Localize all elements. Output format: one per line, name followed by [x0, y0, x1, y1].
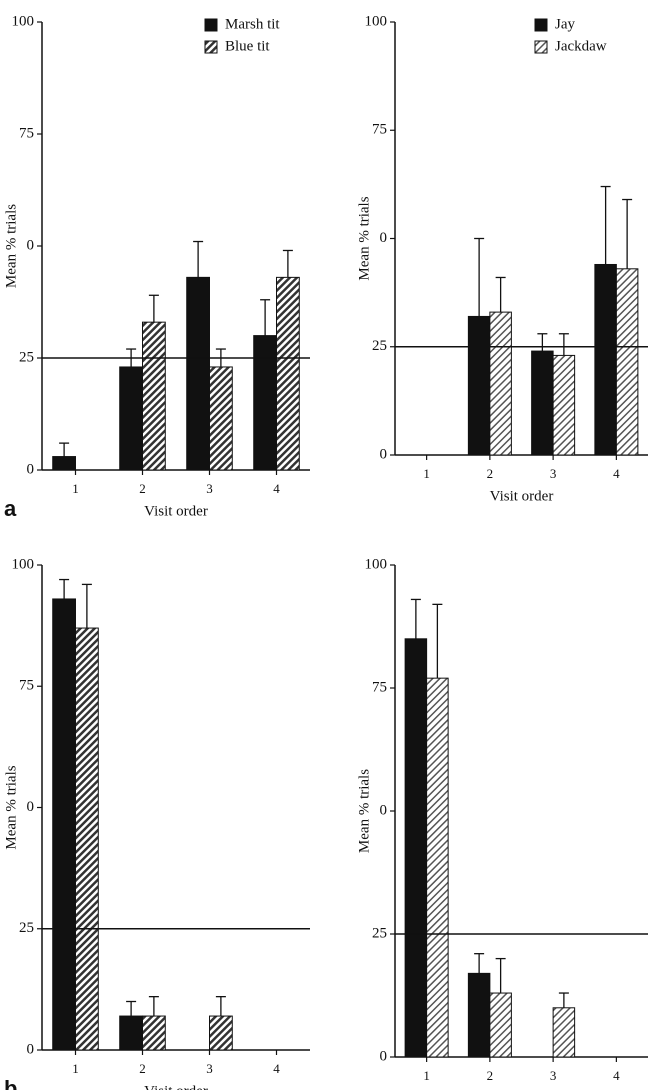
legend-swatch [204, 18, 218, 32]
y-axis-label: Mean % trials [356, 196, 372, 280]
y-tick-label: 75 [372, 122, 387, 138]
bar [142, 1015, 166, 1051]
bar [552, 354, 576, 456]
y-axis-label: Mean % trials [356, 769, 372, 853]
x-tick-label: 4 [613, 466, 620, 481]
x-axis-label: Visit order [144, 1083, 208, 1090]
y-tick-label: 100 [12, 13, 35, 29]
bar [209, 366, 233, 471]
panel-label: b [4, 1076, 17, 1090]
legend-label: Jay [555, 16, 575, 32]
y-tick-label: 0 [27, 461, 35, 477]
bar [276, 276, 300, 471]
x-tick-label: 3 [206, 481, 213, 496]
legend-label: Jackdaw [555, 38, 607, 54]
y-tick-label: 25 [372, 338, 387, 354]
y-tick-label: 100 [365, 13, 388, 29]
bar [52, 456, 77, 471]
y-tick-label: 0 [380, 1048, 388, 1064]
bar [531, 350, 554, 456]
bar [489, 992, 512, 1058]
y-tick-label: 0 [380, 230, 388, 246]
legend-swatch [204, 40, 218, 54]
y-tick-label: 25 [19, 920, 34, 936]
y-tick-label: 0 [380, 446, 388, 462]
x-tick-label: 3 [550, 466, 557, 481]
bar [75, 627, 99, 1051]
y-axis-label: Mean % trials [3, 765, 19, 849]
x-tick-label: 1 [72, 481, 79, 496]
y-tick-label: 75 [19, 125, 34, 141]
y-axis-label: Mean % trials [3, 204, 19, 288]
legend-swatch [534, 18, 548, 32]
x-axis-label: Visit order [490, 488, 554, 504]
y-tick-label: 100 [12, 556, 35, 572]
bar [209, 1015, 233, 1051]
bar [489, 311, 512, 456]
bar [467, 972, 491, 1058]
x-tick-label: 2 [139, 481, 146, 496]
x-tick-label: 1 [423, 466, 430, 481]
bar [253, 335, 278, 471]
x-tick-label: 4 [273, 1061, 280, 1076]
x-axis-label: Visit order [144, 503, 208, 519]
x-tick-label: 2 [487, 1068, 494, 1083]
bar [119, 366, 144, 471]
x-tick-label: 3 [206, 1061, 213, 1076]
bar [594, 263, 617, 456]
y-tick-label: 75 [372, 679, 387, 695]
y-tick-label: 25 [19, 349, 34, 365]
y-tick-label: 0 [380, 802, 388, 818]
x-tick-label: 4 [613, 1068, 620, 1083]
bar [142, 321, 166, 471]
panel-label: a [4, 496, 17, 521]
legend-label: Marsh tit [225, 16, 280, 32]
bar [119, 1015, 144, 1051]
y-tick-label: 100 [365, 556, 388, 572]
y-tick-label: 0 [27, 237, 35, 253]
bar [552, 1007, 576, 1058]
bar [186, 276, 211, 471]
x-tick-label: 2 [139, 1061, 146, 1076]
bar [615, 268, 639, 456]
y-tick-label: 75 [19, 678, 34, 694]
y-tick-label: 0 [27, 799, 35, 815]
bar [426, 677, 449, 1058]
bar [52, 598, 77, 1051]
y-tick-label: 0 [27, 1041, 35, 1057]
legend-label: Blue tit [225, 38, 270, 54]
x-tick-label: 1 [72, 1061, 79, 1076]
x-tick-label: 1 [423, 1068, 430, 1083]
x-tick-label: 4 [273, 481, 280, 496]
x-tick-label: 3 [550, 1068, 557, 1083]
x-tick-label: 2 [487, 466, 494, 481]
bar [467, 315, 491, 456]
bar [404, 638, 428, 1058]
y-tick-label: 25 [372, 925, 387, 941]
legend-swatch [534, 40, 548, 54]
